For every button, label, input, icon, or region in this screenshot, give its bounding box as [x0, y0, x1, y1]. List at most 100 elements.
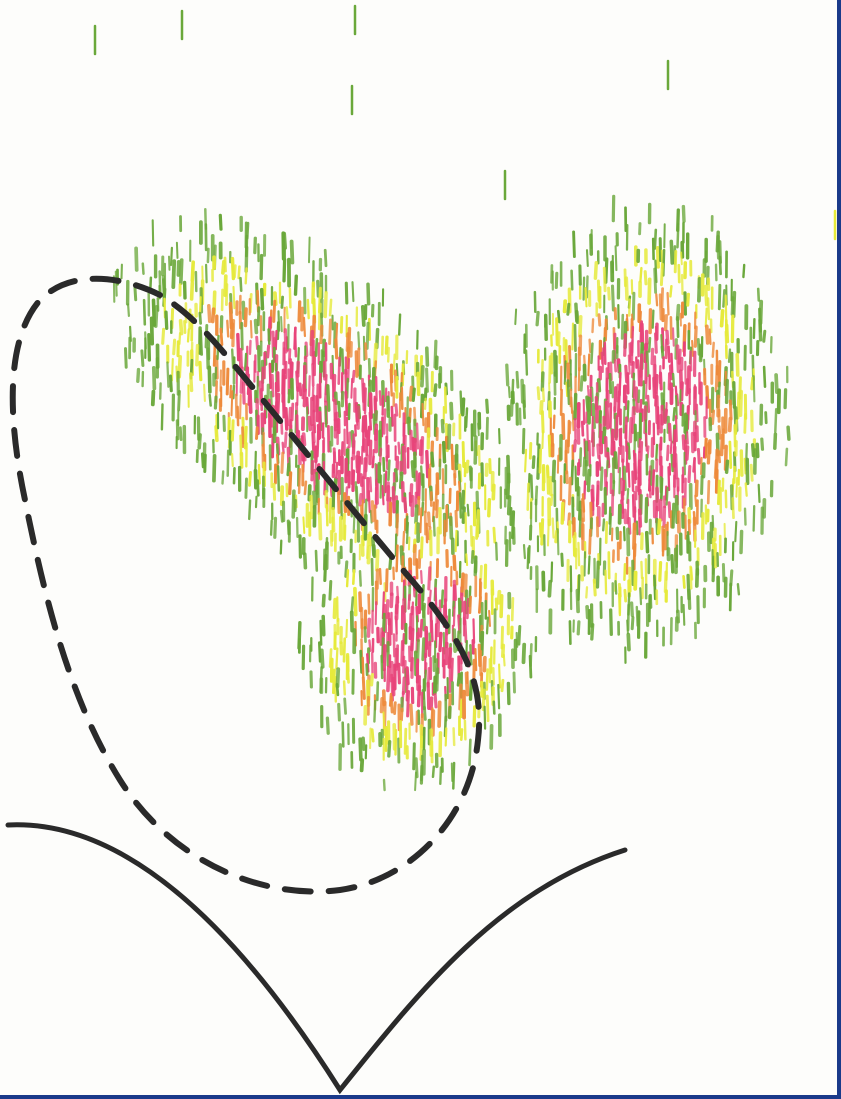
texture-dash [543, 313, 548, 342]
texture-dash [266, 344, 271, 359]
texture-dash [151, 219, 155, 247]
texture-dash [652, 376, 657, 399]
texture-dash [580, 420, 585, 437]
texture-dash [420, 569, 423, 585]
texture-dash [400, 707, 404, 722]
texture-dash [361, 736, 366, 751]
texture-dash [604, 569, 608, 595]
texture-dash [373, 410, 379, 426]
texture-dash [637, 359, 641, 387]
texture-dash [351, 439, 356, 461]
texture-dash [585, 249, 589, 268]
texture-dash [230, 390, 234, 417]
texture-dash [480, 630, 485, 657]
texture-dash [461, 397, 466, 417]
texture-dash [681, 434, 686, 451]
texture-dash [724, 294, 728, 321]
texture-dash [408, 385, 414, 402]
texture-dash [587, 353, 591, 377]
texture-dash [366, 545, 372, 565]
texture-dash [738, 389, 744, 418]
texture-dash [279, 509, 284, 523]
texture-dash [403, 496, 408, 514]
texture-dash [602, 266, 607, 293]
texture-dash [326, 384, 331, 412]
texture-dash [293, 331, 298, 358]
texture-dash [421, 689, 426, 711]
texture-dash [665, 486, 669, 506]
texture-dash [662, 505, 667, 528]
texture-dash [286, 462, 291, 477]
texture-dash [623, 562, 627, 581]
texture-dash [579, 375, 584, 392]
texture-dash [675, 395, 678, 420]
texture-dash [344, 390, 349, 417]
texture-dash [315, 395, 319, 423]
texture-dash [337, 400, 342, 418]
texture-dash [351, 369, 356, 384]
texture-dash [414, 757, 419, 779]
texture-dash [384, 470, 388, 494]
texture-dash [317, 302, 322, 331]
texture-dash [661, 528, 665, 557]
texture-dash [550, 561, 554, 583]
texture-dash [774, 407, 778, 433]
texture-dash [540, 371, 545, 392]
texture-dash [526, 482, 530, 512]
texture-dash [673, 250, 678, 274]
texture-dash [722, 289, 726, 308]
texture-dash [724, 378, 729, 405]
texture-dash [711, 409, 716, 425]
texture-dash [575, 588, 580, 614]
texture-dash [559, 388, 563, 416]
texture-dash [340, 499, 343, 520]
texture-dash [268, 362, 272, 390]
texture-dash [577, 367, 581, 392]
texture-dash [624, 276, 629, 301]
texture-dash [213, 395, 218, 410]
texture-dash [485, 694, 490, 723]
texture-dash [387, 459, 391, 482]
texture-dash [319, 324, 324, 345]
texture-dash [495, 541, 498, 561]
texture-dash [283, 328, 288, 354]
texture-dash [517, 625, 522, 646]
texture-dash [256, 479, 260, 497]
texture-dash [521, 642, 527, 665]
texture-dash [617, 592, 622, 617]
texture-dash [241, 300, 246, 321]
texture-dash [450, 443, 454, 471]
texture-dash [170, 357, 174, 382]
texture-dash [248, 471, 252, 487]
texture-dash [358, 493, 363, 507]
texture-dash [297, 468, 302, 495]
texture-dash [487, 497, 492, 518]
texture-dash [674, 415, 678, 443]
texture-dash [585, 605, 590, 620]
texture-dash [663, 523, 669, 551]
texture-dash [482, 655, 487, 673]
right-frame-border [837, 0, 841, 1099]
texture-dash [417, 549, 422, 569]
texture-dash [627, 354, 631, 375]
texture-dash [388, 501, 393, 527]
texture-dash [454, 509, 459, 528]
texture-dash [640, 408, 644, 423]
texture-dash [744, 482, 748, 497]
texture-dash [302, 316, 306, 338]
texture-dash [308, 236, 311, 264]
texture-dash [651, 469, 656, 496]
texture-dash [259, 253, 264, 281]
texture-dash [384, 335, 389, 355]
texture-dash [248, 339, 252, 355]
texture-dash [378, 567, 382, 586]
texture-dash [272, 482, 277, 501]
texture-dash [380, 654, 384, 680]
texture-dash [238, 347, 243, 370]
texture-dash [332, 373, 337, 402]
texture-dash [464, 671, 470, 697]
texture-dash [588, 439, 592, 468]
texture-dash [150, 389, 156, 407]
texture-dash [306, 298, 310, 320]
texture-dash [762, 365, 767, 389]
